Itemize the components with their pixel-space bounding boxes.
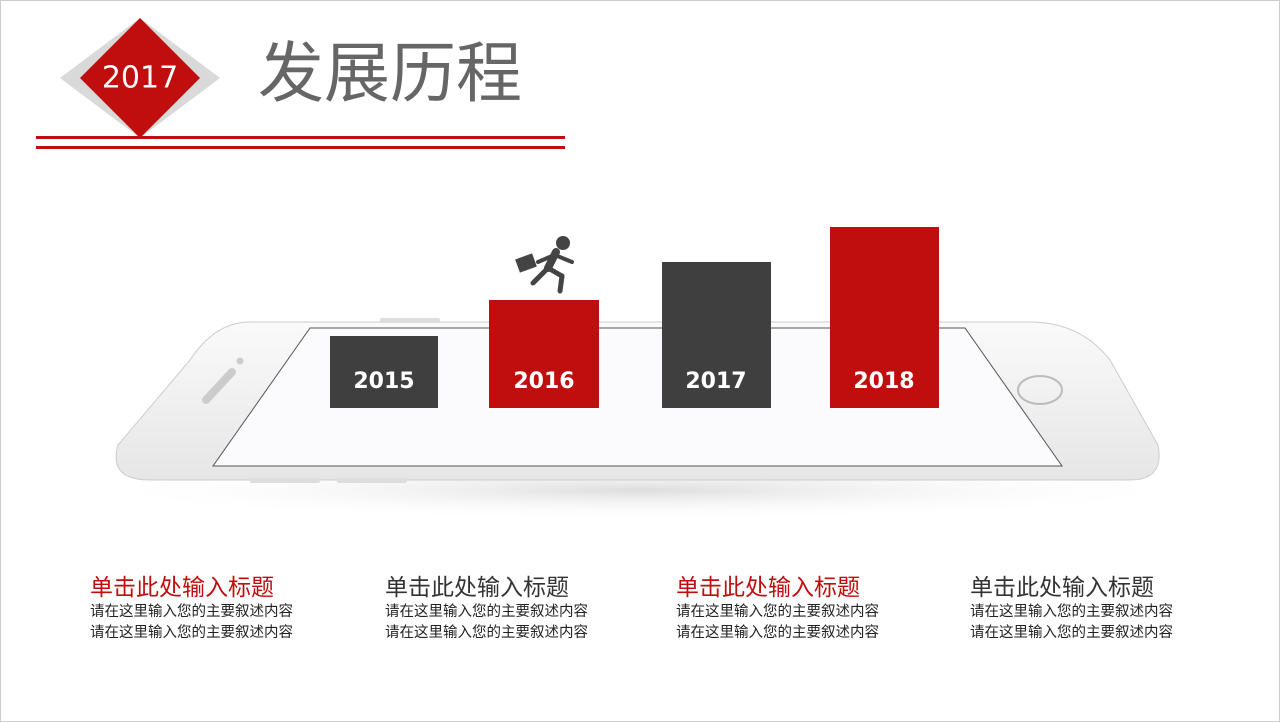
step-block <box>830 227 939 408</box>
badge <box>80 18 200 138</box>
phone-button <box>380 318 440 323</box>
item-text: 请在这里输入您的主要叙述内容 <box>970 624 1173 641</box>
home-button <box>1017 375 1063 405</box>
runner-icon <box>515 236 574 294</box>
rule <box>36 146 565 149</box>
item-text: 请在这里输入您的主要叙述内容 <box>90 624 293 641</box>
phone-button <box>250 478 320 483</box>
step-label: 2018 <box>853 369 914 394</box>
badge-text: 2017 <box>102 61 178 96</box>
item-title: 单击此处输入标题 <box>385 575 569 601</box>
step-label: 2016 <box>513 369 574 394</box>
item-text: 请在这里输入您的主要叙述内容 <box>676 603 879 620</box>
step-block <box>330 336 438 408</box>
phone-speaker <box>202 368 236 404</box>
step-label: 2015 <box>353 369 414 394</box>
item-title: 单击此处输入标题 <box>90 575 274 601</box>
item-text: 请在这里输入您的主要叙述内容 <box>385 624 588 641</box>
phone-button <box>337 478 407 483</box>
item-title: 单击此处输入标题 <box>676 575 860 601</box>
rule <box>36 136 565 139</box>
step-block <box>662 262 771 408</box>
item-text: 请在这里输入您的主要叙述内容 <box>970 603 1173 620</box>
page-title: 发展历程 <box>258 35 522 112</box>
item-text: 请在这里输入您的主要叙述内容 <box>385 603 588 620</box>
item-text: 请在这里输入您的主要叙述内容 <box>676 624 879 641</box>
step-label: 2017 <box>685 369 746 394</box>
phone-camera <box>236 357 244 365</box>
step-block <box>489 300 599 408</box>
item-title: 单击此处输入标题 <box>970 575 1154 601</box>
item-text: 请在这里输入您的主要叙述内容 <box>90 603 293 620</box>
